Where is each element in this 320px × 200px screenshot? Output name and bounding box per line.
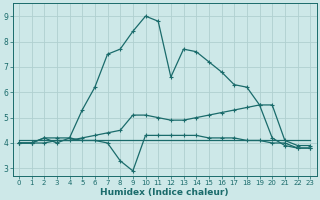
X-axis label: Humidex (Indice chaleur): Humidex (Indice chaleur) xyxy=(100,188,229,197)
